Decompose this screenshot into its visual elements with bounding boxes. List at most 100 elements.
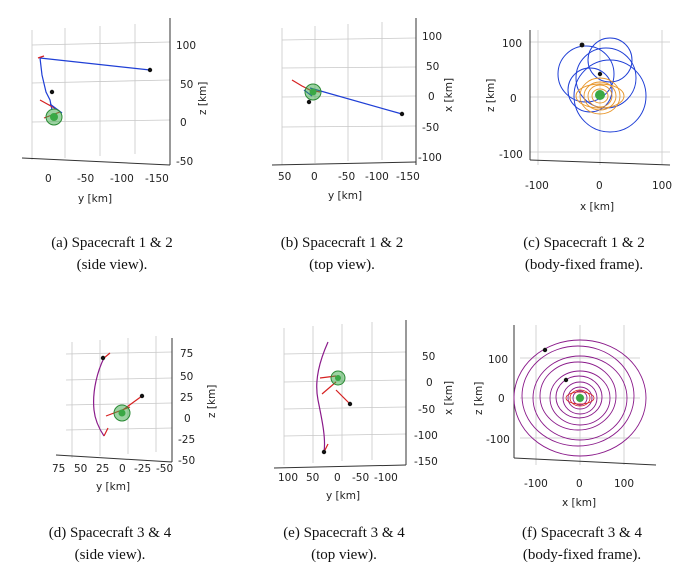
sc-a-1: [147, 67, 153, 73]
panel-f: 100 0 -100 -100 0 100 x [km] z [km]: [470, 290, 698, 578]
traj-f: [513, 339, 647, 457]
xtick-f-1: 0: [576, 478, 583, 490]
sc-f-1: [542, 347, 548, 353]
xlabel-a: y [km]: [78, 193, 112, 205]
xtick-e-4: -100: [374, 472, 398, 484]
sc-c-2: [597, 71, 603, 77]
ztick-b-3: -50: [422, 122, 439, 134]
xtick-c-1: 0: [596, 180, 603, 192]
ztick-e-4: -150: [414, 456, 438, 468]
xtick-b-0: 50: [278, 171, 291, 183]
xtick-d-3: 0: [119, 463, 126, 475]
xtick-d-0: 75: [52, 463, 65, 475]
ztick-b-2: 0: [428, 91, 435, 103]
body-core-a: [50, 113, 58, 121]
chart-c: 100 0 -100 -100 0 100 x [km] z [km]: [485, 30, 672, 213]
sc-c-1: [579, 42, 585, 48]
chart-f: 100 0 -100 -100 0 100 x [km] z [km]: [473, 325, 657, 509]
body-f: [576, 394, 584, 402]
xtick-b-1: 0: [311, 171, 318, 183]
xtick-d-4: -25: [134, 463, 151, 475]
ztick-a-2: 0: [180, 117, 187, 129]
ztick-a-3: -50: [176, 156, 193, 168]
zlabel-e: x [km]: [443, 381, 455, 415]
xtick-d-2: 25: [96, 463, 109, 475]
xlabel-d: y [km]: [96, 481, 130, 493]
ztick-c-2: -100: [499, 149, 523, 161]
zlabel-b: x [km]: [443, 78, 455, 112]
zlabel-d: z [km]: [206, 385, 218, 418]
xtick-b-3: -100: [365, 171, 389, 183]
ztick-a-0: 100: [176, 40, 196, 52]
traj-c-orange: [575, 77, 625, 115]
ztick-e-3: -100: [414, 430, 438, 442]
caption-a: (a) Spacecraft 1 & 2 (side view).: [51, 235, 173, 273]
body-core-b: [309, 88, 317, 96]
ztick-f-2: -100: [486, 434, 510, 446]
ztick-d-2: 25: [180, 392, 193, 404]
xtick-e-0: 100: [278, 472, 298, 484]
ztick-d-3: 0: [184, 413, 191, 425]
body-core-e: [335, 375, 341, 381]
xtick-c-0: -100: [525, 180, 549, 192]
panel-e: 50 0 -50 -100 -150 100 50 0 -50 -100 y […: [240, 290, 470, 578]
xtick-a-0: 0: [45, 173, 52, 185]
ztick-e-0: 50: [422, 351, 435, 363]
sc-b-2: [306, 99, 312, 105]
ztick-b-1: 50: [426, 61, 439, 73]
sc-d-2: [139, 393, 145, 399]
sc-e-2: [347, 401, 353, 407]
chart-e: 50 0 -50 -100 -150 100 50 0 -50 -100 y […: [273, 320, 455, 502]
ztick-d-1: 50: [180, 371, 193, 383]
xlabel-e: y [km]: [326, 490, 360, 502]
chart-a: 100 50 0 -50 0 -50 -100 -150 y [km] z [k…: [21, 18, 209, 205]
body-core-d: [118, 409, 126, 417]
ztick-d-5: -50: [178, 455, 195, 467]
ztick-c-0: 100: [502, 38, 522, 50]
body-c: [595, 90, 605, 100]
xtick-b-4: -150: [396, 171, 420, 183]
chart-b: 100 50 0 -50 -100 50 0 -50 -100 -150 y […: [271, 18, 455, 202]
sc-d-1: [100, 355, 106, 361]
xtick-a-1: -50: [77, 173, 94, 185]
xtick-e-3: -50: [352, 472, 369, 484]
zlabel-f: z [km]: [473, 382, 485, 415]
traj-c-blue: [557, 37, 647, 133]
caption-f: (f) Spacecraft 3 & 4 (body-fixed frame).: [522, 525, 642, 563]
panel-b: 100 50 0 -50 -100 50 0 -50 -100 -150 y […: [240, 0, 470, 290]
xlabel-b: y [km]: [328, 190, 362, 202]
xtick-e-2: 0: [334, 472, 341, 484]
caption-b: (b) Spacecraft 1 & 2 (top view).: [280, 235, 404, 273]
xtick-e-1: 50: [306, 472, 319, 484]
ztick-e-2: -50: [418, 404, 435, 416]
xtick-f-0: -100: [524, 478, 548, 490]
zlabel-c: z [km]: [485, 79, 497, 112]
ztick-d-4: -25: [178, 434, 195, 446]
xtick-f-2: 100: [614, 478, 634, 490]
xtick-d-5: -50: [156, 463, 173, 475]
sc-e-1: [321, 449, 327, 455]
panel-c: 100 0 -100 -100 0 100 x [km] z [km] (c) …: [470, 0, 698, 290]
caption-e: (e) Spacecraft 3 & 4 (top view).: [283, 525, 405, 563]
caption-d: (d) Spacecraft 3 & 4 (side view).: [48, 525, 172, 563]
xtick-b-2: -50: [338, 171, 355, 183]
ztick-c-1: 0: [510, 93, 517, 105]
ztick-f-0: 100: [488, 354, 508, 366]
xlabel-f: x [km]: [562, 497, 596, 509]
panel-a: 100 50 0 -50 0 -50 -100 -150 y [km] z [k…: [0, 0, 230, 290]
panel-d: 75 50 25 0 -25 -50 75 50 25 0 -25 -50 y …: [0, 290, 230, 578]
xtick-d-1: 50: [74, 463, 87, 475]
xtick-a-2: -100: [110, 173, 134, 185]
xtick-c-2: 100: [652, 180, 672, 192]
xtick-a-3: -150: [145, 173, 169, 185]
sc-f-2: [563, 377, 569, 383]
zlabel-a: z [km]: [197, 82, 209, 115]
traj-d: [93, 352, 143, 437]
sc-a-2: [49, 89, 55, 95]
traj-f-red: [565, 389, 595, 407]
xlabel-c: x [km]: [580, 201, 614, 213]
ztick-f-1: 0: [498, 393, 505, 405]
ztick-a-1: 50: [180, 79, 193, 91]
ztick-e-1: 0: [426, 377, 433, 389]
ztick-d-0: 75: [180, 348, 193, 360]
